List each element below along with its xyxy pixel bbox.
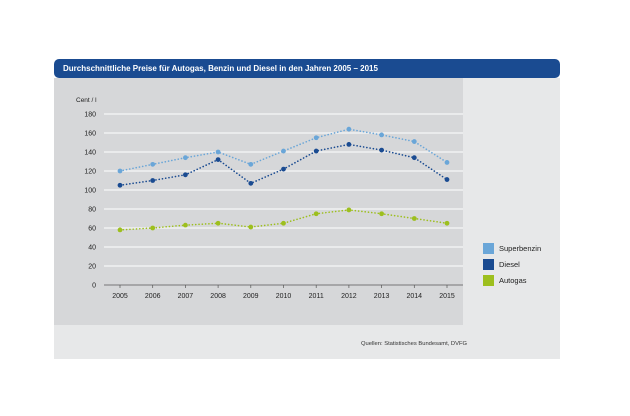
series-line-autogas xyxy=(119,209,448,231)
data-point-superbenzin xyxy=(215,149,221,155)
y-tick-label: 160 xyxy=(84,131,96,138)
data-point-autogas xyxy=(379,211,384,217)
x-tick-label: 2006 xyxy=(145,293,161,300)
data-point-autogas xyxy=(444,220,450,226)
data-point-autogas xyxy=(183,222,188,228)
data-point-diesel xyxy=(117,182,123,188)
data-point-diesel xyxy=(150,178,156,183)
data-point-diesel xyxy=(346,142,352,147)
x-tick-label: 2007 xyxy=(178,293,194,300)
y-tick-label: 140 xyxy=(84,150,96,157)
x-tick-label: 2015 xyxy=(439,293,455,300)
data-point-superbenzin xyxy=(150,161,156,167)
data-point-superbenzin xyxy=(411,139,417,144)
x-tick-label: 2014 xyxy=(407,293,423,300)
data-point-autogas xyxy=(150,225,156,231)
data-point-superbenzin xyxy=(313,135,319,141)
x-tick-label: 2009 xyxy=(243,293,259,300)
data-point-diesel xyxy=(379,147,384,153)
x-tick-label: 2008 xyxy=(210,293,226,300)
x-tick-label: 2012 xyxy=(341,293,357,300)
y-axis-label: Cent / l xyxy=(76,97,97,104)
legend-swatch-superbenzin xyxy=(483,243,494,254)
data-point-superbenzin xyxy=(281,148,286,154)
x-tick-label: 2010 xyxy=(276,293,292,300)
legend-swatch-diesel xyxy=(483,259,494,270)
y-tick-label: 0 xyxy=(92,283,96,290)
data-point-autogas xyxy=(313,211,319,217)
y-tick-label: 180 xyxy=(84,112,96,119)
legend-label-diesel: Diesel xyxy=(499,260,520,269)
y-tick-label: 100 xyxy=(84,188,96,195)
data-point-diesel xyxy=(183,172,188,178)
y-tick-label: 20 xyxy=(88,264,96,271)
legend-swatch-autogas xyxy=(483,275,494,286)
data-point-superbenzin xyxy=(379,132,384,138)
data-point-autogas xyxy=(248,224,254,230)
source-note: Quellen: Statistisches Bundesamt, DVFG xyxy=(361,341,467,347)
data-point-diesel xyxy=(215,157,221,163)
x-tick-label: 2013 xyxy=(374,293,390,300)
data-point-autogas xyxy=(281,220,286,226)
y-tick-label: 40 xyxy=(88,245,96,252)
chart-title-bar: Durchschnittliche Preise für Autogas, Be… xyxy=(54,59,560,78)
data-point-autogas xyxy=(117,227,123,233)
data-point-superbenzin xyxy=(248,161,254,167)
legend-label-superbenzin: Superbenzin xyxy=(499,244,542,253)
legend-label-autogas: Autogas xyxy=(499,276,527,285)
y-tick-label: 80 xyxy=(88,207,96,214)
data-point-diesel xyxy=(411,155,417,161)
y-tick-label: 120 xyxy=(84,169,96,176)
x-tick-label: 2005 xyxy=(112,293,128,300)
data-point-diesel xyxy=(281,166,286,172)
data-point-superbenzin xyxy=(346,126,352,132)
data-point-autogas xyxy=(346,207,352,213)
y-tick-label: 60 xyxy=(88,226,96,233)
data-point-autogas xyxy=(215,220,221,226)
data-point-superbenzin xyxy=(183,155,188,161)
series-line-superbenzin xyxy=(119,128,448,172)
data-point-diesel xyxy=(248,180,254,186)
data-point-superbenzin xyxy=(444,160,450,165)
data-point-diesel xyxy=(444,177,450,182)
data-point-diesel xyxy=(313,148,319,154)
data-point-autogas xyxy=(411,216,417,221)
x-tick-label: 2011 xyxy=(309,293,324,300)
plot-background xyxy=(54,78,463,325)
data-point-superbenzin xyxy=(117,168,123,174)
